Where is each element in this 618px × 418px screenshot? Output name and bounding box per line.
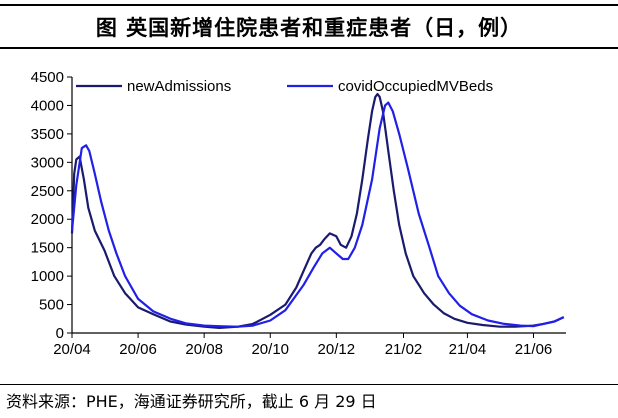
source-note: 资料来源：PHE，海通证券研究所，截止 6 月 29 日 xyxy=(6,392,377,411)
series-group xyxy=(70,93,565,329)
x-tick-label: 21/06 xyxy=(515,341,553,358)
y-tick-label: 1000 xyxy=(31,268,64,285)
series-line-covidOccupiedMVBeds xyxy=(70,101,565,328)
x-tick-label: 21/04 xyxy=(449,341,487,358)
x-tick-label: 20/12 xyxy=(318,341,356,358)
x-tick-label: 20/08 xyxy=(185,341,223,358)
x-tick-label: 20/10 xyxy=(251,341,289,358)
y-tick-label: 4500 xyxy=(31,69,64,86)
y-axis: 0 500 1000 1500 2000 2500 3000 3500 4000 4500 xyxy=(31,69,73,342)
y-tick-label: 2000 xyxy=(31,211,64,228)
x-tick-label: 20/04 xyxy=(53,341,91,358)
y-tick-label: 2500 xyxy=(31,183,64,200)
title-rule-top xyxy=(0,4,618,6)
legend-label-covidOccupiedMVBeds: covidOccupiedMVBeds xyxy=(338,78,493,95)
legend-label-newAdmissions: newAdmissions xyxy=(127,78,231,95)
y-tick-label: 500 xyxy=(39,297,64,314)
title-rule-bottom xyxy=(0,47,618,49)
figure-title: 图 英国新增住院患者和重症患者（日，例） xyxy=(95,15,523,40)
source-rule xyxy=(0,384,618,385)
y-tick-label: 3500 xyxy=(31,126,64,143)
y-tick-label: 0 xyxy=(56,325,64,342)
series-line-newAdmissions xyxy=(70,93,565,329)
x-tick-label: 20/06 xyxy=(119,341,157,358)
legend: newAdmissions covidOccupiedMVBeds xyxy=(76,78,493,95)
y-tick-label: 1500 xyxy=(31,240,64,257)
x-axis: 20/04 20/06 20/08 20/10 20/12 21/02 21/04 21/06 xyxy=(53,332,566,358)
x-tick-label: 21/02 xyxy=(385,341,423,358)
y-tick-label: 4000 xyxy=(31,97,64,114)
y-tick-label: 3000 xyxy=(31,154,64,171)
line-chart: 0 500 1000 1500 2000 2500 3000 3500 4000 4500 20/… xyxy=(31,69,566,358)
